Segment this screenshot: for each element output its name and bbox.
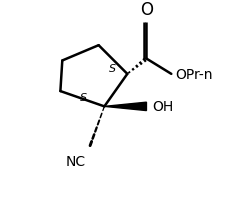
Text: S: S: [108, 64, 116, 74]
Polygon shape: [104, 103, 146, 111]
Text: OPr-n: OPr-n: [175, 67, 213, 81]
Text: S: S: [80, 92, 87, 102]
Text: O: O: [140, 1, 153, 19]
Text: OH: OH: [152, 100, 173, 114]
Text: NC: NC: [66, 154, 86, 168]
